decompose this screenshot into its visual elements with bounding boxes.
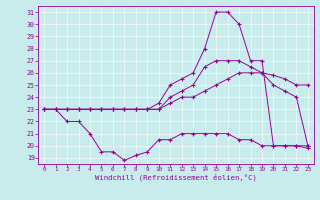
X-axis label: Windchill (Refroidissement éolien,°C): Windchill (Refroidissement éolien,°C): [95, 174, 257, 181]
